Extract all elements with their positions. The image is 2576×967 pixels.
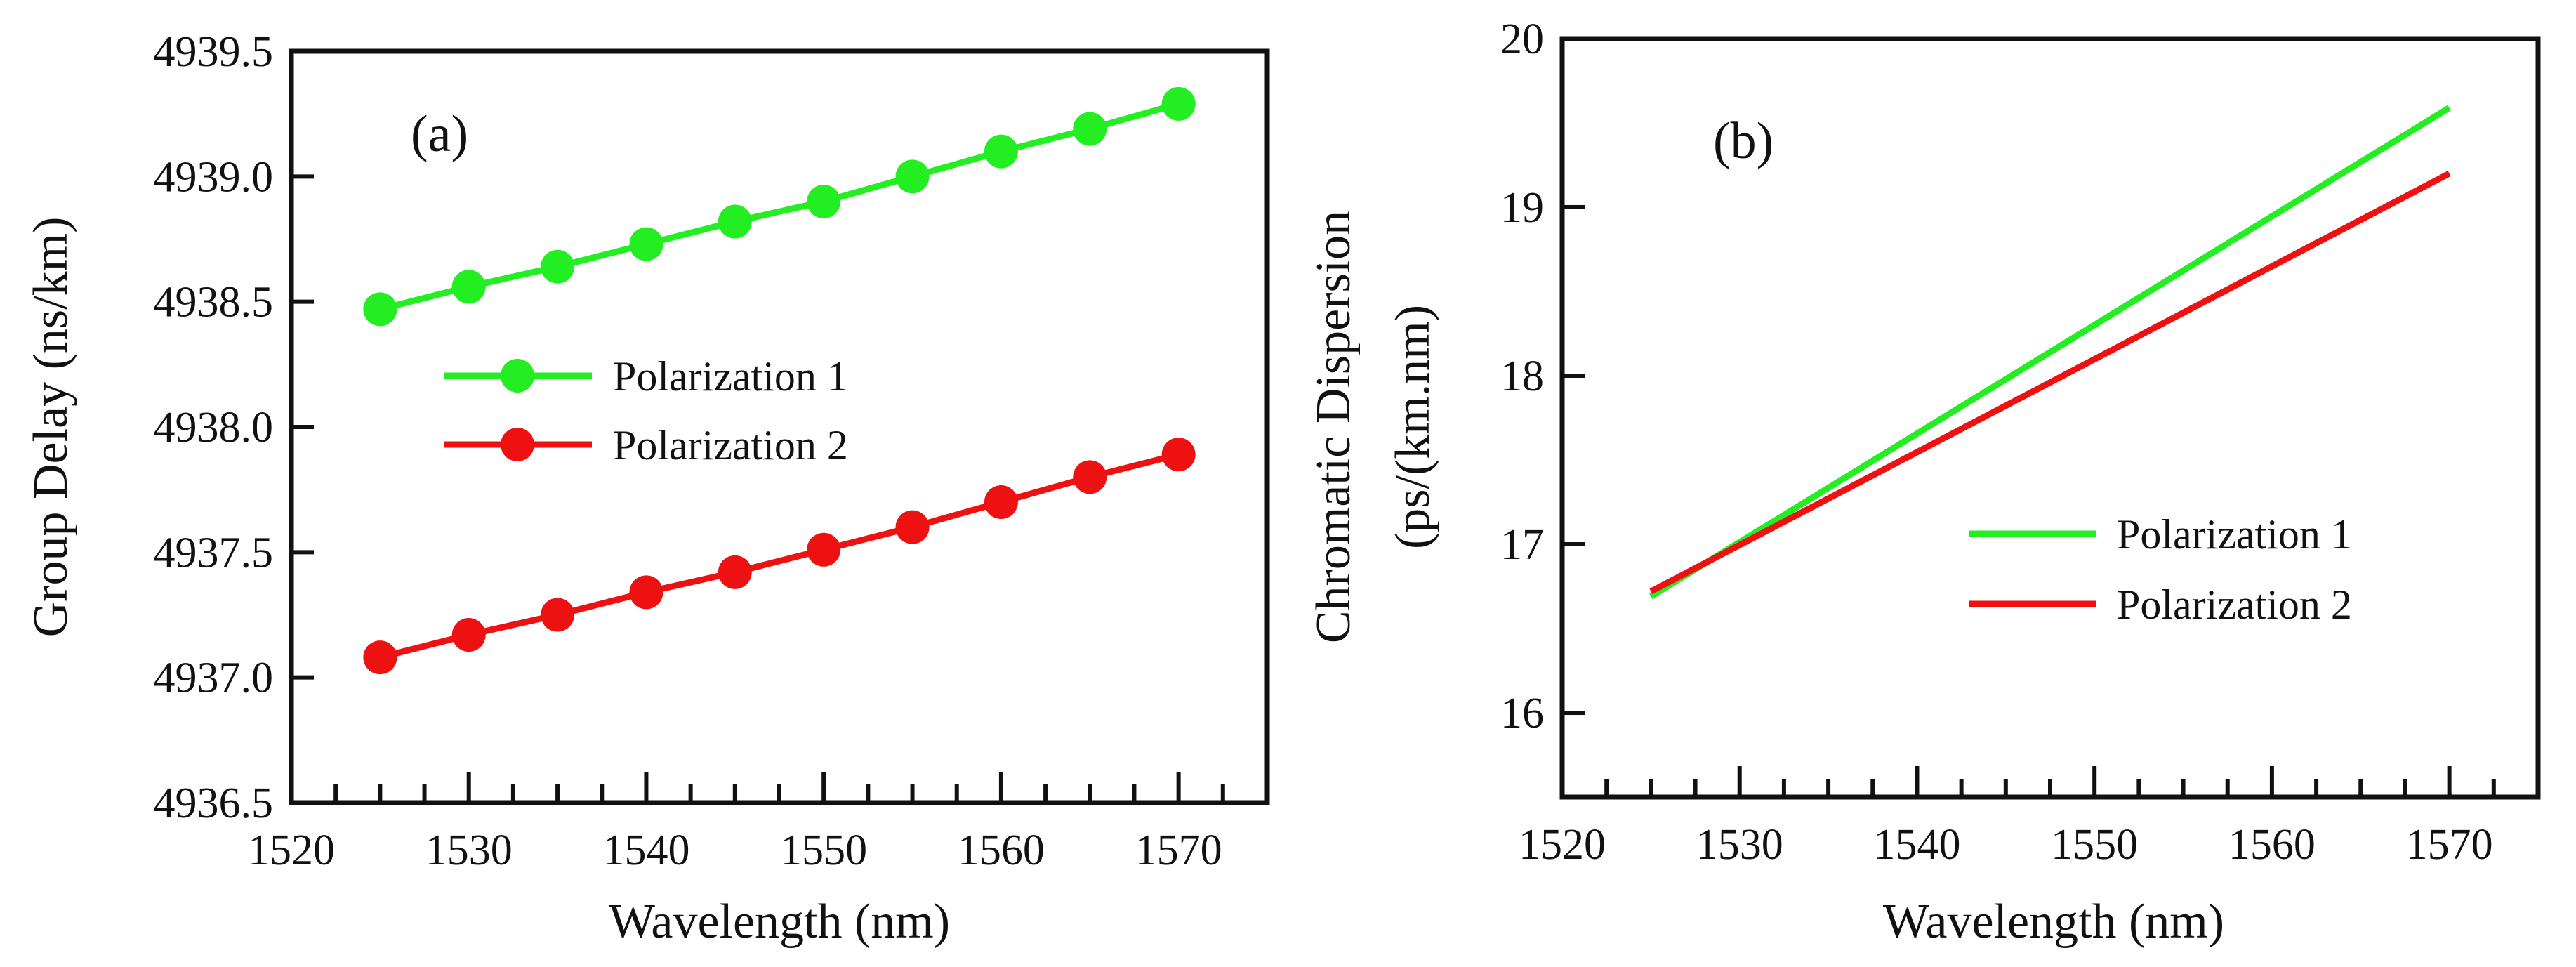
x-tick-label-b: 1550	[2051, 821, 2138, 869]
legend-marker-polarization-2-a	[501, 428, 534, 461]
x-tick-label-a: 1550	[780, 827, 867, 874]
data-point-polarization-2-a	[718, 555, 752, 589]
x-axis-label-a: Wavelength (nm)	[609, 895, 950, 949]
data-point-polarization-1-a	[541, 249, 575, 284]
legend-b: Polarization 1 Polarization 2	[1969, 511, 2352, 628]
x-tick-label-b: 1540	[1873, 821, 1960, 869]
legend-label-polarization-1-a: Polarization 1	[613, 353, 848, 400]
legend-label-polarization-1-b: Polarization 1	[2117, 511, 2352, 558]
data-point-polarization-1-a	[718, 204, 752, 239]
y-tick-label-a: 4938.5	[154, 279, 274, 327]
data-point-polarization-2-a	[363, 640, 397, 675]
x-tick-label-b: 1530	[1696, 821, 1783, 869]
y-tick-label-a: 4938.0	[154, 404, 274, 452]
y-axis-label-b-line2: (ps/(km.nm)	[1386, 305, 1440, 549]
plot-frame-b	[1559, 36, 2541, 800]
series-line-polarization-2-b	[1649, 171, 2451, 595]
data-point-polarization-1-a	[807, 185, 841, 218]
data-point-polarization-1-a	[363, 292, 397, 327]
data-point-polarization-2-a	[984, 485, 1018, 519]
x-tick-label-a: 1530	[425, 827, 513, 874]
legend-label-polarization-2-a: Polarization 2	[613, 422, 848, 468]
y-tick-label-b: 18	[1500, 353, 1544, 400]
data-point-polarization-2-a	[1073, 460, 1107, 494]
data-point-polarization-1-a	[451, 270, 486, 304]
panel-a: 1520 1530 1540 1550 1560 1570 4936.5 4937.0 4937…	[24, 28, 1270, 949]
y-tick-label-b: 16	[1500, 690, 1544, 737]
x-tick-label-b: 1570	[2406, 821, 2493, 869]
legend-a: Polarization 1 Polarization 2	[444, 353, 848, 468]
panel-label-b: (b)	[1713, 112, 1774, 170]
x-tick-label-a: 1520	[248, 827, 335, 874]
y-tick-label-a: 4939.5	[154, 28, 274, 76]
data-point-polarization-2-a	[807, 532, 841, 567]
series-line-polarization-1-a	[379, 100, 1180, 313]
x-tick-label-a: 1540	[602, 827, 689, 874]
y-axis-label-a: Group Delay (ns/km)	[24, 217, 78, 638]
y-tick-label-a: 4936.5	[154, 779, 274, 827]
data-point-polarization-2-a	[451, 618, 486, 652]
y-tick-label-a: 4939.0	[154, 153, 274, 201]
series-line-polarization-1-b	[1649, 105, 2451, 600]
panel-b: 1520 1530 1540 1550 1560 1570 16 17 18 19 20 (b) W…	[1307, 15, 2541, 949]
series-line-polarization-2-a	[379, 451, 1180, 661]
x-tick-label-b: 1560	[2228, 821, 2316, 869]
panel-label-a: (a)	[411, 105, 468, 163]
legend-marker-polarization-1-a	[501, 359, 534, 393]
y-tick-label-b: 17	[1500, 521, 1544, 569]
x-tick-label-b: 1520	[1519, 821, 1606, 869]
x-axis-label-b: Wavelength (nm)	[1883, 895, 2224, 949]
data-point-polarization-1-a	[895, 159, 930, 194]
data-point-polarization-1-a	[984, 134, 1018, 169]
y-tick-label-b: 20	[1500, 15, 1544, 63]
data-point-polarization-2-a	[629, 575, 663, 610]
data-point-polarization-1-a	[1073, 112, 1107, 146]
legend-label-polarization-2-b: Polarization 2	[2117, 581, 2352, 628]
data-point-polarization-2-a	[895, 510, 930, 544]
y-tick-label-b: 19	[1500, 184, 1544, 232]
y-tick-label-a: 4937.5	[154, 529, 274, 577]
data-point-polarization-1-a	[629, 227, 663, 261]
y-tick-label-a: 4937.0	[154, 654, 274, 702]
data-point-polarization-2-a	[541, 598, 575, 632]
data-point-polarization-2-a	[1161, 438, 1196, 472]
y-axis-label-b-line1: Chromatic Dispersion	[1307, 211, 1361, 643]
x-tick-label-a: 1560	[958, 827, 1045, 874]
x-tick-label-a: 1570	[1135, 827, 1222, 874]
data-point-polarization-1-a	[1161, 86, 1196, 121]
